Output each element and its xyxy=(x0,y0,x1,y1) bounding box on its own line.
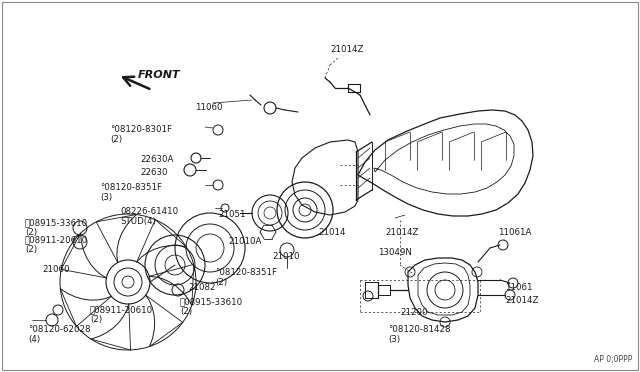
Text: 11061: 11061 xyxy=(505,283,532,292)
Text: 22630A: 22630A xyxy=(140,155,173,164)
Text: 21014Z: 21014Z xyxy=(385,228,419,237)
Text: 21010: 21010 xyxy=(272,252,300,261)
Text: 21014Z: 21014Z xyxy=(505,296,538,305)
Text: 22630: 22630 xyxy=(140,168,168,177)
Text: °08120-8351F
(2): °08120-8351F (2) xyxy=(215,268,277,288)
Text: °08120-8301F
(2): °08120-8301F (2) xyxy=(110,125,172,144)
Text: 21082: 21082 xyxy=(188,283,216,292)
Text: 11060: 11060 xyxy=(195,103,223,112)
Text: 21060: 21060 xyxy=(42,265,70,274)
Text: °08120-8351F
(3): °08120-8351F (3) xyxy=(100,183,162,202)
Text: 13049N: 13049N xyxy=(378,248,412,257)
Circle shape xyxy=(106,260,150,304)
Text: 08226-61410
STUD(4): 08226-61410 STUD(4) xyxy=(120,207,178,227)
Text: °08120-81428
(3): °08120-81428 (3) xyxy=(388,325,451,344)
Text: ⓜ08915-33610
(2): ⓜ08915-33610 (2) xyxy=(180,297,243,317)
Text: 21014Z: 21014Z xyxy=(330,45,364,54)
Text: ⓜ08915-33610
(2): ⓜ08915-33610 (2) xyxy=(25,218,88,237)
Text: AP 0;0PPP: AP 0;0PPP xyxy=(594,355,632,364)
Text: 21010A: 21010A xyxy=(228,237,261,246)
Text: 21200: 21200 xyxy=(400,308,428,317)
Text: °08120-62028
(4): °08120-62028 (4) xyxy=(28,325,90,344)
Text: 11061A: 11061A xyxy=(498,228,531,237)
Text: ⓝ08911-20610
(2): ⓝ08911-20610 (2) xyxy=(90,305,153,324)
Text: ⓝ08911-20610
(2): ⓝ08911-20610 (2) xyxy=(25,235,88,254)
Text: 21014: 21014 xyxy=(318,228,346,237)
Text: FRONT: FRONT xyxy=(138,70,180,80)
Text: 21051: 21051 xyxy=(218,210,246,219)
